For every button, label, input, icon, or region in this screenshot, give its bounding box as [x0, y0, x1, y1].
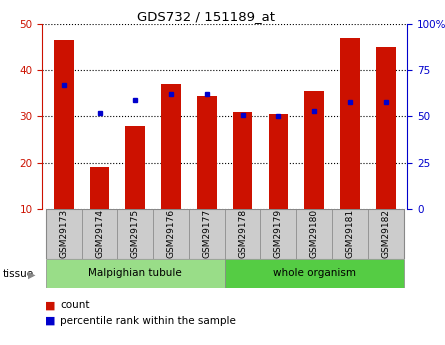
Bar [153, 209, 189, 259]
Title: GDS732 / 151189_at: GDS732 / 151189_at [138, 10, 275, 23]
Bar [117, 209, 153, 259]
Text: percentile rank within the sample: percentile rank within the sample [60, 316, 236, 326]
Bar [161, 84, 181, 209]
Text: GSM29181: GSM29181 [345, 209, 354, 258]
Bar [81, 209, 117, 259]
Text: ■: ■ [44, 316, 55, 326]
Bar [260, 209, 296, 259]
Bar [46, 259, 225, 288]
Text: Malpighian tubule: Malpighian tubule [89, 268, 182, 278]
Text: GSM29175: GSM29175 [131, 209, 140, 258]
Bar [46, 209, 81, 259]
Text: GSM29174: GSM29174 [95, 209, 104, 258]
Bar [376, 47, 396, 209]
Bar [125, 126, 145, 209]
Text: GSM29173: GSM29173 [59, 209, 68, 258]
Bar [90, 167, 109, 209]
Bar [340, 38, 360, 209]
Bar [189, 209, 225, 259]
Bar [225, 259, 404, 288]
Bar [197, 96, 217, 209]
Text: GSM29182: GSM29182 [381, 209, 390, 258]
Text: GSM29176: GSM29176 [166, 209, 176, 258]
Bar [233, 112, 252, 209]
Text: GSM29178: GSM29178 [238, 209, 247, 258]
Text: GSM29179: GSM29179 [274, 209, 283, 258]
Bar [225, 209, 260, 259]
Bar [332, 209, 368, 259]
Bar [296, 209, 332, 259]
Text: count: count [60, 300, 89, 310]
Text: ▶: ▶ [28, 269, 35, 279]
Text: GSM29177: GSM29177 [202, 209, 211, 258]
Bar [268, 114, 288, 209]
Bar [54, 40, 73, 209]
Text: whole organism: whole organism [273, 268, 356, 278]
Text: ■: ■ [44, 300, 55, 310]
Bar [368, 209, 404, 259]
Bar [304, 91, 324, 209]
Text: GSM29180: GSM29180 [310, 209, 319, 258]
Text: tissue: tissue [2, 269, 33, 279]
